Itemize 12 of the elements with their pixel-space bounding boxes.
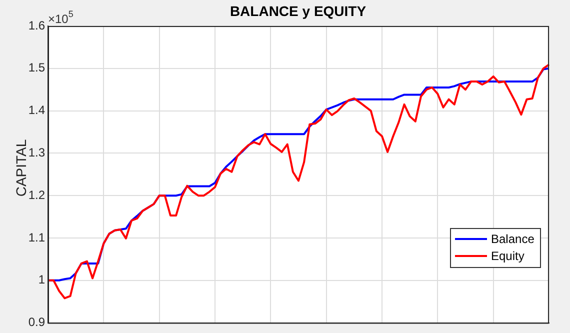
legend-label: Balance bbox=[491, 232, 534, 246]
y-tick-label: 1.3 bbox=[28, 146, 46, 160]
y-tick-label: 1 bbox=[38, 272, 46, 287]
y-tick-label: 1.2 bbox=[28, 188, 46, 202]
y-tick-label: 1.1 bbox=[28, 230, 46, 244]
chart-title: BALANCE y EQUITY bbox=[230, 3, 366, 19]
legend-label: Equity bbox=[491, 249, 524, 264]
y-tick-label: 1.6 bbox=[28, 18, 46, 32]
y-tick-label: 1.4 bbox=[28, 103, 46, 118]
y-tick-label: 0.9 bbox=[28, 315, 46, 330]
y-axis-title: CAPITAL bbox=[13, 138, 29, 199]
y-tick-label: 1.5 bbox=[28, 60, 46, 75]
